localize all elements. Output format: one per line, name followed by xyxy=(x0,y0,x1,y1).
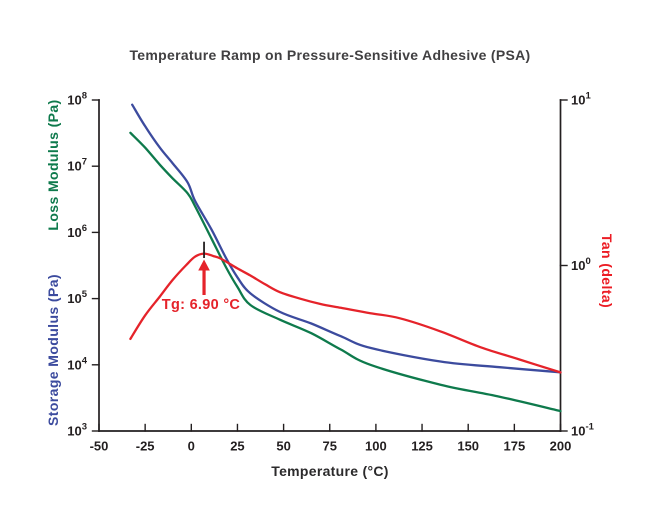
left-axis-tick-label: 103 xyxy=(67,422,87,439)
x-axis-tick-label: 25 xyxy=(230,439,244,454)
x-axis-tick-label: -25 xyxy=(136,439,155,454)
tg-annotation-text: Tg: 6.90 °C xyxy=(161,297,241,313)
x-axis-tick-label: 150 xyxy=(457,439,479,454)
x-axis-label: Temperature (°C) xyxy=(271,463,389,479)
chart-title: Temperature Ramp on Pressure-Sensitive A… xyxy=(129,47,531,63)
x-axis-tick-label: 175 xyxy=(503,439,525,454)
x-axis-tick-label: 75 xyxy=(323,439,337,454)
x-axis-tick-label: 200 xyxy=(550,439,572,454)
x-axis-tick-label: 50 xyxy=(276,439,290,454)
left-axis-tick-label: 106 xyxy=(67,223,87,240)
right-axis-tick-label: 100 xyxy=(571,256,591,273)
tg-arrow-head xyxy=(198,259,210,271)
x-axis-tick-label: 0 xyxy=(188,439,195,454)
x-axis-tick-label: 125 xyxy=(411,439,433,454)
storage-modulus-curve xyxy=(131,103,562,374)
left-axis-tick-label: 104 xyxy=(67,355,87,372)
x-axis-tick-label: -50 xyxy=(90,439,109,454)
left-axis-tick-label: 108 xyxy=(67,91,87,108)
loss-modulus-curve xyxy=(129,131,562,413)
left-axis-tick-label: 107 xyxy=(67,157,87,174)
right-axis-tick-label: 101 xyxy=(571,91,591,108)
right-axis-tick-label: 10-1 xyxy=(571,422,595,439)
x-axis-tick-label: 100 xyxy=(365,439,387,454)
left-axis-tick-label: 105 xyxy=(67,289,87,306)
tan-delta-curve xyxy=(129,252,562,374)
